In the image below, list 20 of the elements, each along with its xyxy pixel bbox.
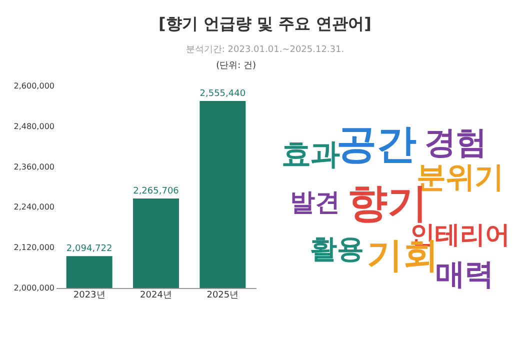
chart-subtitle: 분석기간: 2023.01.01.~2025.12.31. bbox=[184, 44, 346, 56]
y-tick-label: 2,120,000 bbox=[14, 243, 54, 252]
data-label: 2,265,706 bbox=[133, 186, 180, 197]
text: 매력 bbox=[435, 256, 494, 291]
chart-title: [향기 언급량 및 주요 연관어] bbox=[158, 14, 372, 35]
text: 활용 bbox=[310, 234, 364, 266]
data-label: 2,094,722 bbox=[66, 244, 112, 254]
y-tick-label: 2,000,000 bbox=[14, 284, 54, 292]
text: 경험 bbox=[424, 124, 487, 161]
y-tick-label: 2,600,000 bbox=[14, 82, 54, 90]
data-label: 2,555,440 bbox=[200, 89, 246, 99]
y-tick-label: 2,360,000 bbox=[14, 162, 54, 172]
y-tick-label: 2,240,000 bbox=[14, 202, 54, 212]
text: 발견 bbox=[290, 188, 340, 217]
text: (단위: 건) bbox=[216, 61, 256, 71]
x-tick-label: 2025년 bbox=[206, 290, 239, 300]
y-tick-label: 2,480,000 bbox=[14, 122, 54, 131]
x-tick-label: 2024년 bbox=[140, 290, 172, 300]
text: 효과 bbox=[281, 137, 340, 172]
x-tick-label: 2023년 bbox=[73, 290, 106, 300]
